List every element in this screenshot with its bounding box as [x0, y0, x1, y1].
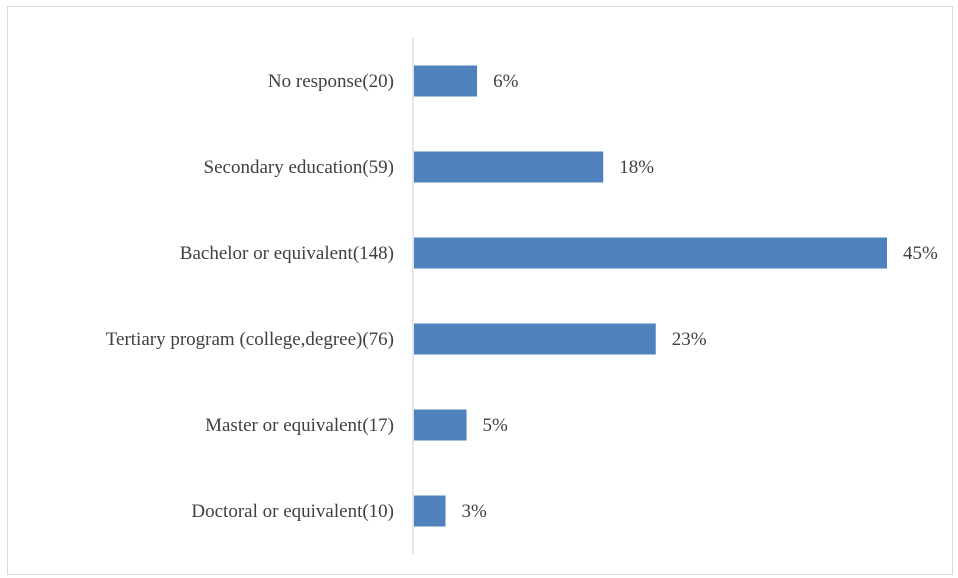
bar [414, 323, 656, 355]
category-label: Tertiary program (college,degree)(76) [106, 329, 394, 350]
bar [414, 151, 604, 183]
bar [414, 409, 467, 441]
category-label: Doctoral or equivalent(10) [191, 501, 394, 522]
chart-frame [7, 6, 953, 575]
data-label: 45% [903, 243, 938, 264]
category-label: Secondary education(59) [204, 157, 394, 178]
data-label: 6% [493, 71, 518, 92]
data-label: 23% [672, 329, 707, 350]
bar [414, 237, 887, 269]
category-label: Master or equivalent(17) [205, 415, 394, 436]
category-label: No response(20) [268, 71, 394, 92]
bar [414, 65, 478, 97]
category-label: Bachelor or equivalent(148) [180, 243, 394, 264]
bar [414, 495, 446, 527]
bars-layer [414, 65, 887, 527]
labels-layer: No response(20) 6% Secondary education(59)… [106, 71, 938, 522]
data-label: 18% [619, 157, 654, 178]
data-label: 3% [462, 501, 488, 522]
data-label: 5% [483, 415, 509, 436]
